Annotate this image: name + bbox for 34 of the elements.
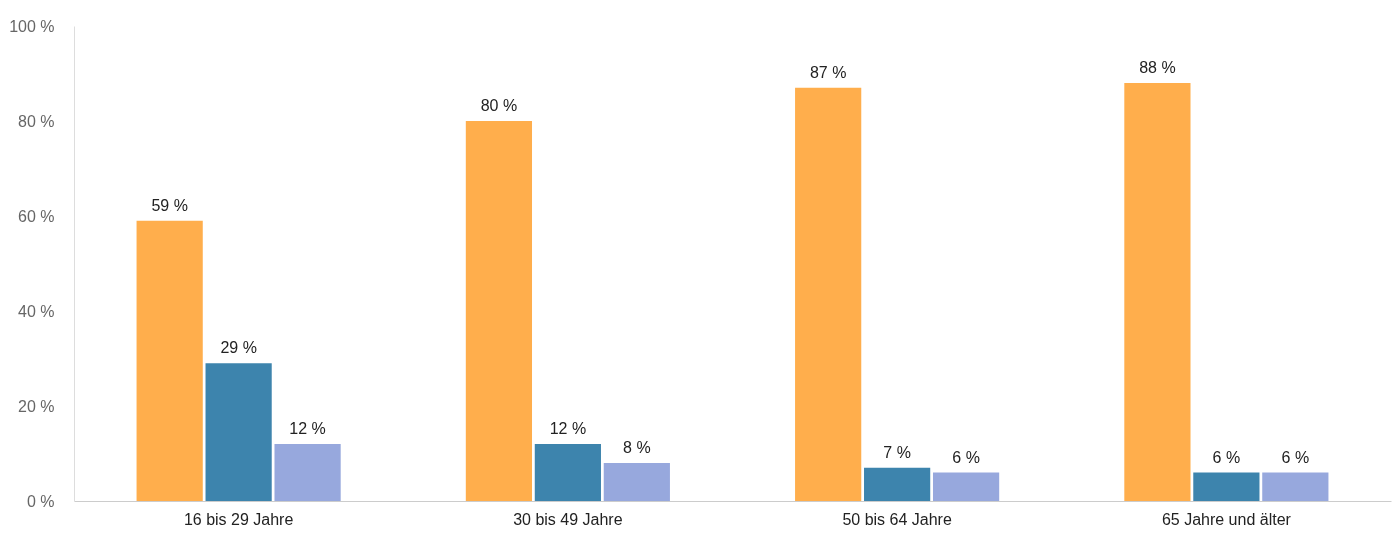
data-label: 80 % [480,97,518,114]
bar [603,463,670,501]
bar [932,472,1000,501]
bar [136,220,203,501]
y-tick-label: 20 % [18,397,55,415]
bar [864,467,931,501]
data-label: 87 % [809,63,847,81]
data-label: 29 % [220,339,257,357]
x-tick-label: 30 bis 49 Jahre [513,510,623,528]
x-tick-label: 50 bis 64 Jahre [842,510,952,528]
y-tick-label: 60 % [18,207,55,225]
data-label: 6 % [1281,448,1310,466]
y-tick-label: 80 % [18,112,55,130]
data-label: 12 % [289,420,326,437]
data-label: 6 % [952,448,980,466]
data-label: 88 % [1139,59,1176,76]
y-tick-label: 40 % [18,302,55,320]
bar [1262,472,1329,501]
data-label: 59 % [151,196,188,214]
bar [465,121,533,501]
y-tick-label: 100 % [9,17,55,35]
data-label: 7 % [883,443,911,461]
data-label: 6 % [1212,448,1241,466]
bar [1193,472,1260,501]
bar [274,444,341,501]
bar [534,444,601,501]
data-label: 8 % [623,439,651,456]
data-label: 12 % [549,420,587,437]
x-tick-label: 65 Jahre und älter [1161,510,1292,528]
bar [1124,83,1191,501]
x-tick-label: 16 bis 29 Jahre [183,510,294,528]
bar [795,87,862,501]
bar [205,363,272,501]
y-tick-label: 0 % [26,492,55,510]
